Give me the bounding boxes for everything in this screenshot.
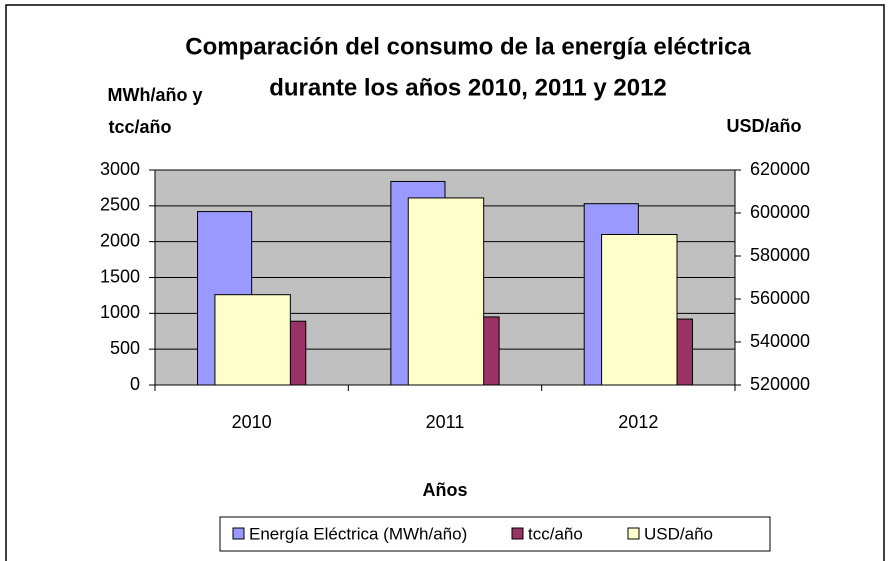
y2-tick-label: 520000 — [750, 374, 810, 394]
y-axis-title: MWh/año y — [108, 85, 203, 105]
bar — [407, 197, 485, 386]
y-tick-label: 1000 — [100, 302, 140, 322]
legend-swatch — [511, 527, 524, 540]
y2-tick-label: 580000 — [750, 245, 810, 265]
y-tick-label: 3000 — [100, 159, 140, 179]
y-tick-label: 0 — [130, 374, 140, 394]
legend-swatch — [232, 527, 245, 540]
legend-label: Energía Eléctrica (MWh/año) — [249, 524, 467, 543]
legend — [219, 516, 771, 552]
y-tick-label: 1500 — [100, 266, 140, 286]
y2-tick-label: 540000 — [750, 331, 810, 351]
y-tick-label: 2000 — [100, 230, 140, 250]
x-axis-title: Años — [423, 480, 468, 500]
bar — [214, 294, 291, 386]
y2-tick-label: 560000 — [750, 288, 810, 308]
chart-title: durante los años 2010, 2011 y 2012 — [269, 74, 667, 101]
y-tick-label: 500 — [110, 338, 140, 358]
y-tick-label: 2500 — [100, 195, 140, 215]
bar — [601, 234, 678, 386]
x-tick-label: 2010 — [232, 412, 272, 432]
y2-tick-label: 600000 — [750, 202, 810, 222]
x-tick-label: 2012 — [618, 412, 658, 432]
legend-label: tcc/año — [528, 524, 583, 543]
legend-swatch — [627, 527, 640, 540]
chart-title: Comparación del consumo de la energía el… — [185, 33, 751, 60]
y2-tick-label: 620000 — [750, 159, 810, 179]
x-tick-label: 2011 — [426, 412, 465, 432]
y2-axis-title: USD/año — [726, 116, 801, 136]
y-axis-title: tcc/año — [108, 117, 171, 137]
legend-label: USD/año — [644, 524, 713, 543]
